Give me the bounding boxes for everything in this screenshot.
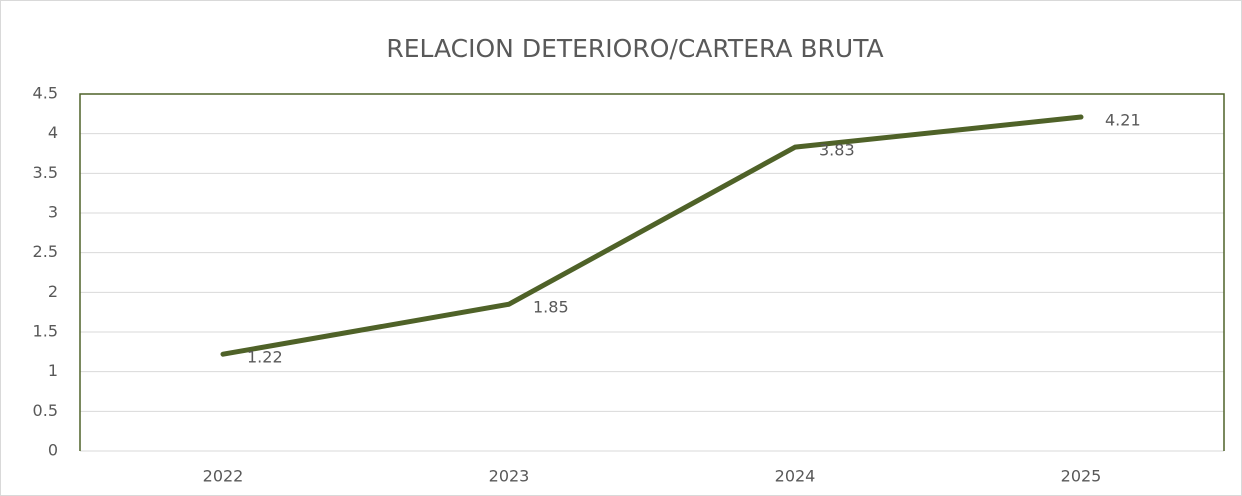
y-tick-label: 3.5 bbox=[33, 163, 58, 182]
y-tick-label: 0 bbox=[48, 441, 58, 460]
y-tick-label: 1 bbox=[48, 361, 58, 380]
x-tick-label: 2022 bbox=[203, 467, 244, 486]
chart-title: RELACION DETERIORO/CARTERA BRUTA bbox=[386, 34, 883, 63]
y-tick-label: 4.5 bbox=[33, 84, 58, 103]
line-series bbox=[220, 114, 1084, 357]
plot-frame bbox=[79, 93, 1225, 451]
data-label: 4.21 bbox=[1105, 111, 1141, 130]
x-tick-label: 2024 bbox=[775, 467, 816, 486]
y-tick-label: 2 bbox=[48, 282, 58, 301]
data-label: 1.22 bbox=[247, 348, 283, 367]
data-label: 1.85 bbox=[533, 298, 569, 317]
x-tick-label: 2025 bbox=[1061, 467, 1102, 486]
y-tick-label: 0.5 bbox=[33, 401, 58, 420]
y-tick-label: 1.5 bbox=[33, 322, 58, 341]
data-label: 3.83 bbox=[819, 141, 855, 160]
x-tick-label: 2023 bbox=[489, 467, 530, 486]
y-tick-label: 2.5 bbox=[33, 242, 58, 261]
y-tick-label: 4 bbox=[48, 123, 58, 142]
y-tick-label: 3 bbox=[48, 203, 58, 222]
